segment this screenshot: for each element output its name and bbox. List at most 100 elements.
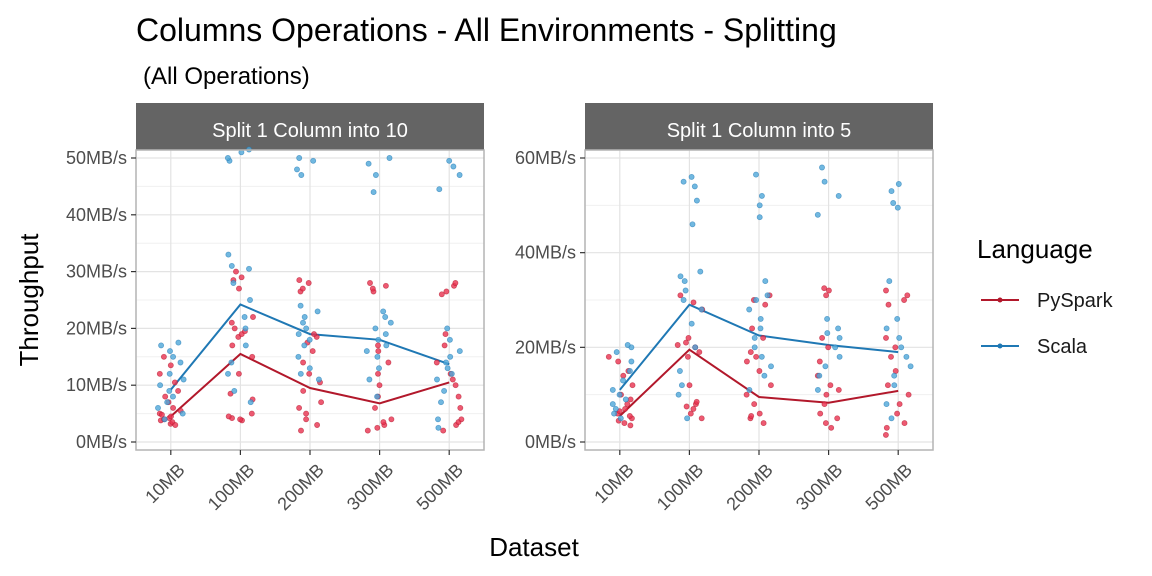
data-point-scala (301, 342, 308, 349)
data-point-scala (241, 314, 248, 320)
data-point-scala (382, 331, 389, 338)
data-point-pyspark (835, 386, 842, 393)
data-point-scala (175, 339, 182, 346)
data-point-pyspark (249, 353, 256, 360)
x-tick-label: 200MB (273, 460, 327, 514)
data-point-scala (903, 353, 910, 360)
legend-entry-pyspark: PySpark (981, 290, 1114, 312)
data-point-scala (170, 393, 176, 400)
data-point-scala (435, 416, 441, 423)
data-point-pyspark (696, 349, 703, 356)
legend-entry-scala: Scala (981, 336, 1088, 358)
data-point-pyspark (698, 415, 705, 422)
data-point-scala (883, 325, 890, 332)
x-tick-label: 500MB (862, 460, 916, 514)
data-point-pyspark (762, 301, 769, 308)
data-point-scala (295, 353, 302, 360)
x-axis-label: Dataset (489, 532, 579, 562)
data-point-pyspark (823, 292, 830, 299)
data-point-scala (158, 342, 165, 349)
data-point-scala (609, 386, 616, 393)
data-point-scala (622, 396, 629, 403)
data-point-pyspark (892, 344, 899, 351)
data-point-scala (155, 404, 161, 411)
data-point-pyspark (455, 393, 462, 400)
y-tick-label: 40MB/s (515, 243, 576, 263)
data-point-pyspark (827, 382, 834, 389)
data-point-pyspark (156, 370, 163, 377)
data-point-scala (164, 399, 171, 406)
data-point-scala (680, 297, 687, 303)
panel-points (155, 146, 465, 434)
data-point-pyspark (749, 325, 756, 332)
data-point-scala (626, 368, 633, 374)
data-point-scala (677, 273, 684, 280)
data-point-pyspark (622, 405, 629, 412)
data-point-pyspark (756, 368, 763, 374)
data-point-pyspark (690, 405, 697, 412)
y-tick-label: 20MB/s (66, 318, 127, 338)
data-point-pyspark (896, 401, 903, 408)
data-point-scala (751, 344, 758, 351)
data-point-pyspark (167, 362, 174, 369)
y-axis-label: Throughput (14, 233, 44, 367)
data-point-pyspark (883, 424, 890, 431)
data-point-pyspark (685, 334, 692, 341)
data-point-pyspark (760, 334, 767, 341)
data-point-scala (753, 297, 760, 303)
mean-line-pyspark (619, 348, 899, 417)
data-point-scala (758, 192, 765, 199)
data-point-pyspark (457, 404, 464, 411)
data-point-scala (617, 415, 624, 422)
x-tick-label: 10MB (141, 460, 188, 507)
data-point-scala (768, 363, 774, 370)
data-point-scala (682, 287, 689, 294)
data-point-pyspark (883, 334, 889, 341)
panel-strip-label: Split 1 Column into 10 (212, 120, 408, 142)
panel-strip (585, 103, 933, 150)
data-point-pyspark (819, 334, 826, 341)
data-point-pyspark (693, 398, 700, 405)
data-point-scala (697, 268, 704, 275)
data-point-pyspark (605, 353, 612, 360)
data-point-scala (300, 319, 306, 326)
data-point-scala (836, 334, 843, 341)
data-point-pyspark (620, 372, 627, 379)
data-point-scala (616, 391, 623, 398)
data-point-scala (890, 200, 897, 206)
y-tick-label: 0MB/s (525, 432, 576, 452)
y-tick-label: 0MB/s (76, 432, 127, 452)
data-point-scala (688, 320, 695, 327)
data-point-scala (315, 376, 322, 383)
data-point-scala (382, 314, 389, 320)
data-point-pyspark (883, 287, 889, 294)
legend-key-dot (997, 297, 1003, 303)
data-point-scala (306, 336, 313, 343)
data-point-pyspark (748, 413, 755, 419)
data-point-pyspark (452, 280, 459, 286)
data-point-scala (816, 372, 823, 379)
data-point-scala (761, 372, 768, 379)
data-point-pyspark (369, 285, 376, 292)
data-point-scala (246, 265, 252, 272)
data-point-pyspark (686, 382, 693, 389)
data-point-pyspark (884, 382, 891, 389)
data-point-scala (306, 365, 313, 372)
data-point-scala (824, 315, 831, 322)
data-point-scala (434, 376, 440, 383)
data-point-pyspark (822, 420, 829, 427)
y-axis-ticks: 0MB/s 10MB/s 20MB/s 30MB/s 40MB/s 50MB/s (66, 148, 136, 452)
data-point-scala (814, 211, 821, 218)
data-point-scala (894, 315, 901, 322)
data-point-pyspark (683, 403, 690, 410)
data-point-scala (821, 178, 828, 185)
legend-label: Scala (1037, 336, 1088, 358)
data-point-scala (303, 325, 310, 332)
data-point-pyspark (821, 285, 828, 292)
data-point-scala (895, 181, 902, 187)
panel-grid (585, 150, 933, 450)
data-point-scala (450, 163, 457, 170)
data-point-scala (228, 359, 235, 366)
panel-split-5: Split 1 Column into 5 0MB/s 20MB/s 40MB/s 6… (515, 103, 934, 514)
